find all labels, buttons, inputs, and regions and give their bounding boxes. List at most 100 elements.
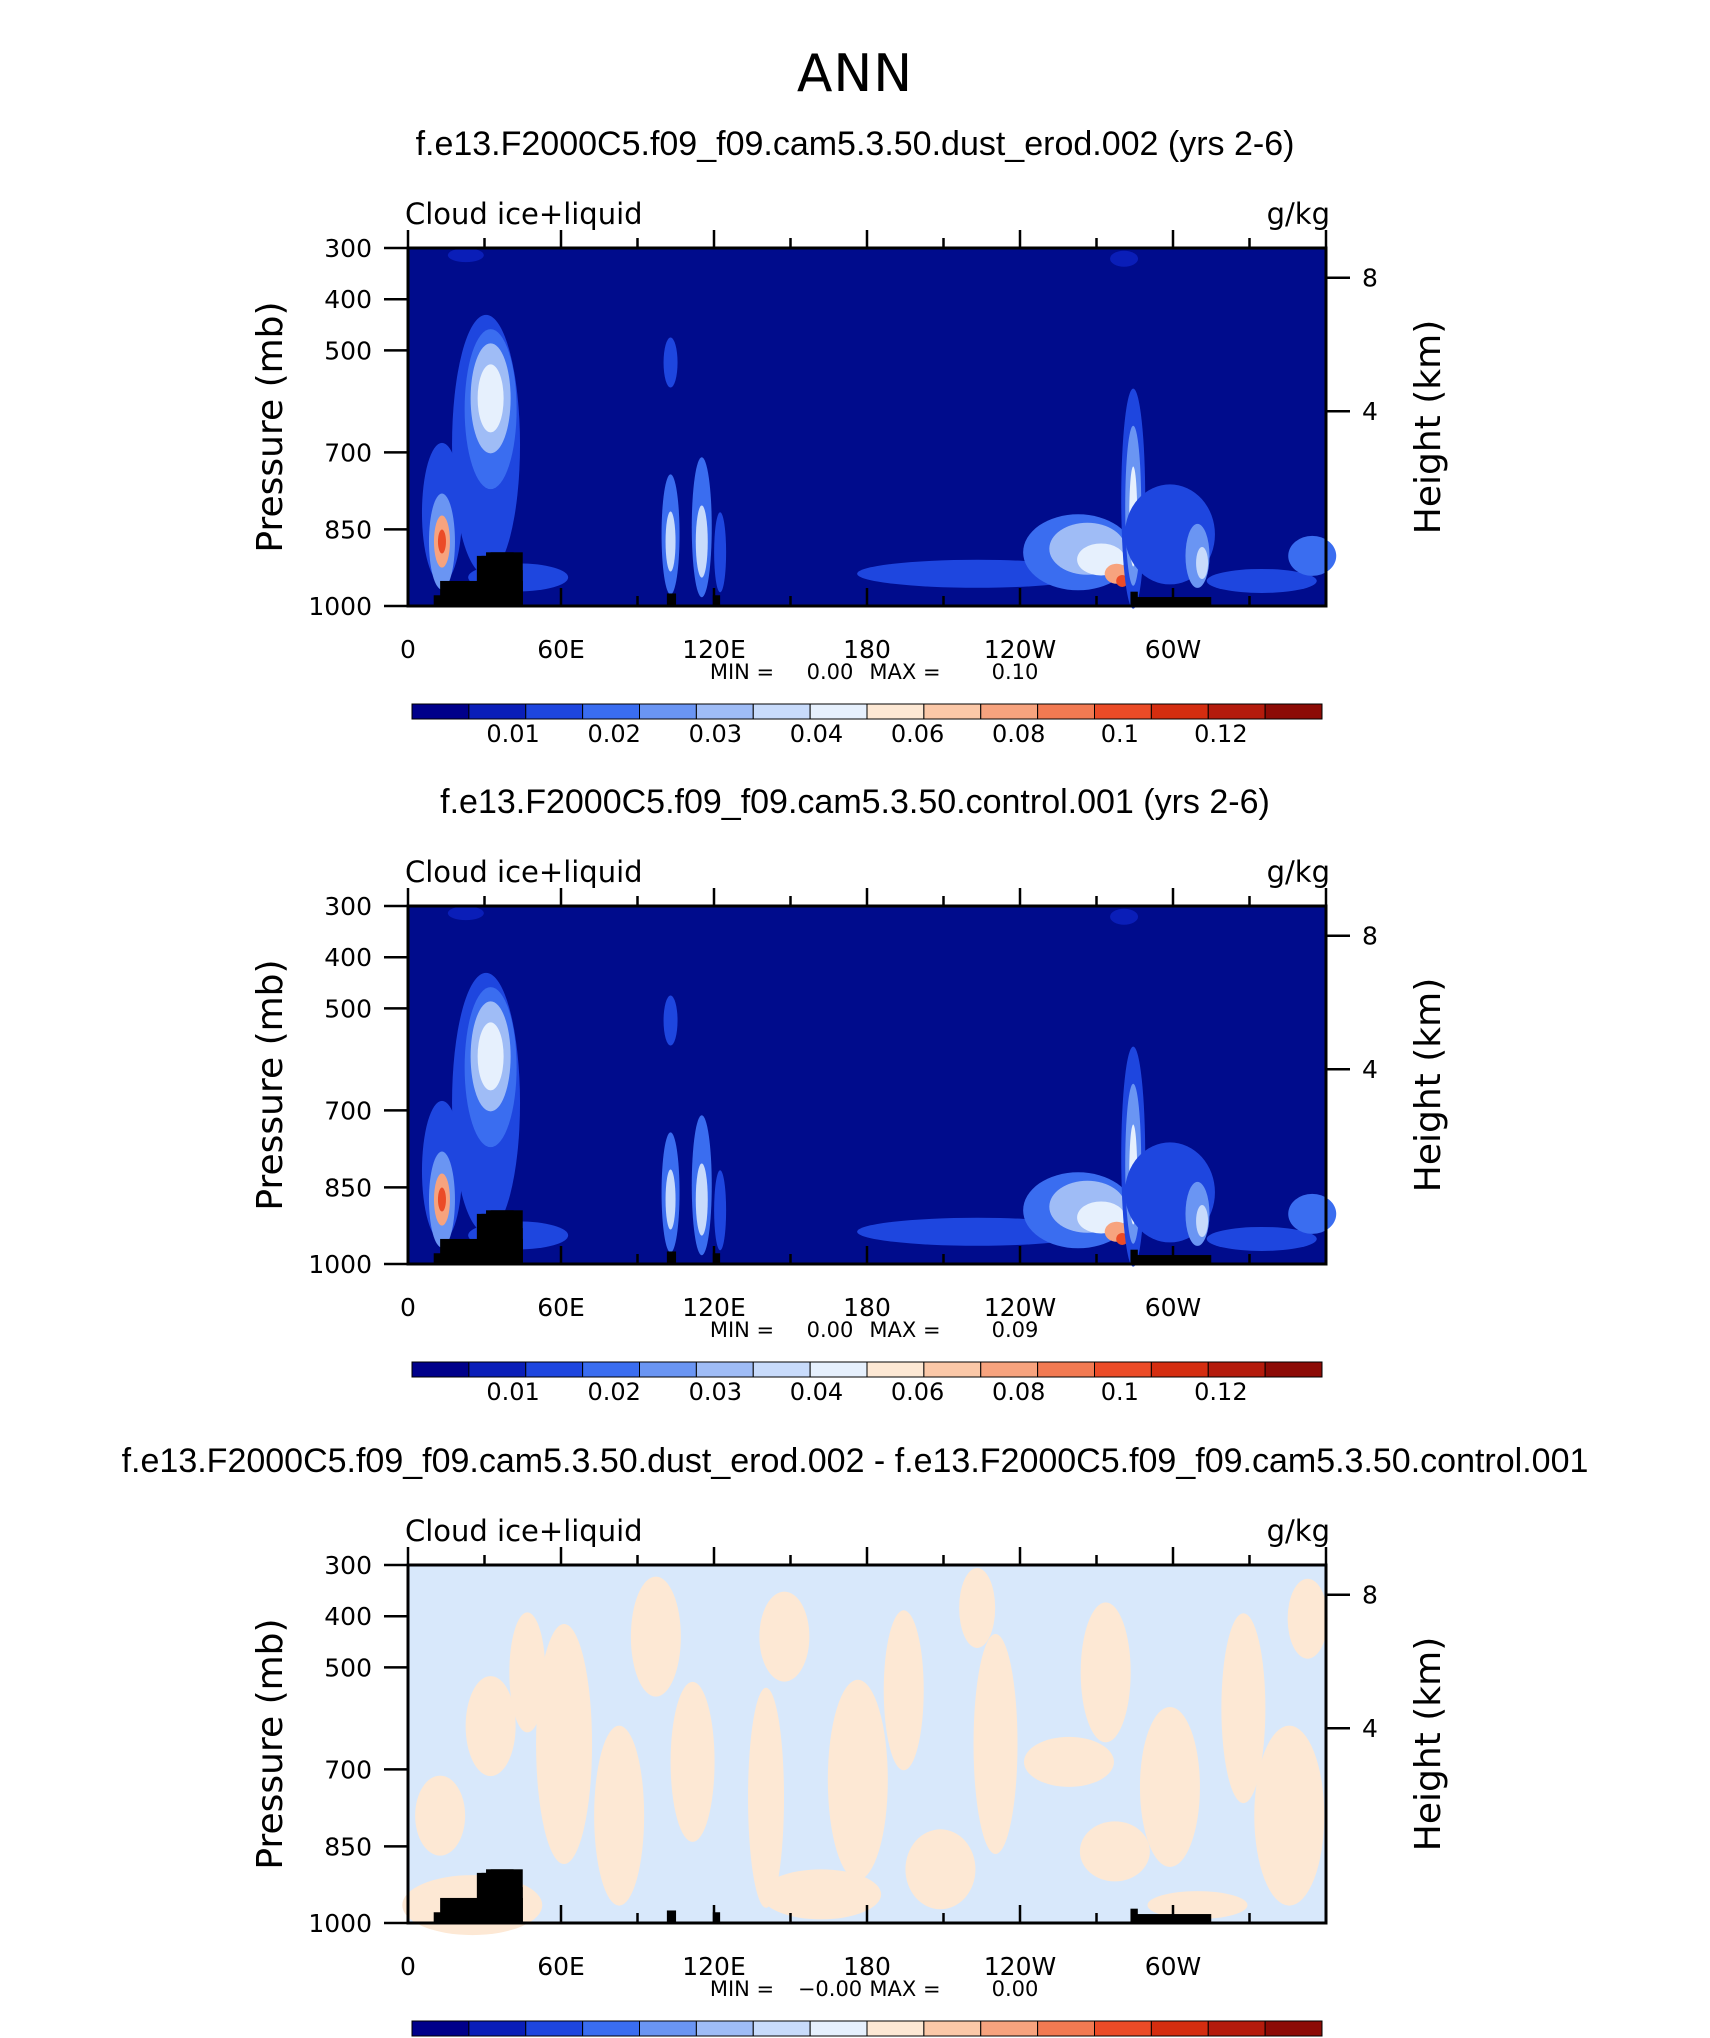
colorbar-label: 0.08	[992, 1378, 1045, 1406]
colorbar-swatch	[695, 703, 754, 720]
field-contour	[447, 248, 484, 263]
colorbar-swatch	[1094, 1361, 1152, 1378]
topography-mask	[666, 593, 677, 607]
colorbar-swatch	[1264, 2020, 1323, 2037]
colorbar-swatch	[980, 703, 1039, 720]
y-tick-label: 500	[324, 1653, 372, 1682]
colorbar-label: 0.06	[891, 1378, 944, 1406]
colorbar-label: 0.03	[689, 1378, 742, 1406]
colorbar-swatch	[809, 703, 868, 720]
colorbar-swatch	[695, 2020, 754, 2037]
field-contour	[437, 529, 446, 554]
colorbar-swatch	[411, 1361, 470, 1378]
x-tick-label: 120W	[984, 635, 1056, 664]
y-tick-label: 400	[324, 285, 372, 314]
colorbar-swatch	[1207, 703, 1266, 720]
colorbar-swatch	[1094, 703, 1152, 720]
colorbar-label: 0.1	[1101, 1378, 1139, 1406]
field-contour	[1288, 1193, 1337, 1234]
y-tick-label: 850	[324, 1173, 372, 1202]
max-label: MAX =	[869, 1977, 940, 2001]
x-tick-label: 120E	[682, 1293, 746, 1322]
field-contour	[1139, 1706, 1200, 1867]
y-tick-label: 1000	[308, 1250, 372, 1279]
max-value: 0.10	[992, 660, 1039, 684]
field-contour	[973, 1634, 1018, 1854]
y-tick-label: 500	[324, 994, 372, 1023]
variable-name: Cloud ice+liquid	[405, 855, 643, 889]
colorbar-label: 0.01	[486, 720, 539, 748]
units-label: g/kg	[1267, 855, 1330, 889]
colorbar-swatch	[752, 2020, 811, 2037]
y2-axis-label: Height (km)	[1408, 1637, 1449, 1851]
topography-mask	[666, 1251, 677, 1265]
field-contour	[477, 364, 504, 433]
x-tick-label: 60W	[1145, 1952, 1202, 1981]
colorbar-swatch	[582, 703, 640, 720]
x-tick-label: 60W	[1145, 635, 1202, 664]
y2-tick-label: 8	[1362, 1581, 1378, 1610]
panel-title: f.e13.F2000C5.f09_f09.cam5.3.50.dust_ero…	[416, 125, 1295, 163]
min-value: 0.00	[807, 1318, 854, 1342]
y-tick-label: 300	[324, 234, 372, 263]
colorbar-swatch	[1037, 1361, 1095, 1378]
colorbar-swatch	[1150, 2020, 1209, 2037]
panel-title: f.e13.F2000C5.f09_f09.cam5.3.50.dust_ero…	[122, 1442, 1589, 1480]
y-tick-label: 300	[324, 1551, 372, 1580]
x-tick-label: 120E	[682, 635, 746, 664]
min-label: MIN =	[710, 660, 774, 684]
colorbar-swatch	[1264, 703, 1323, 720]
x-tick-label: 60E	[537, 1293, 585, 1322]
y2-axis-label: Height (km)	[1408, 978, 1449, 1192]
colorbar-label: 0.06	[891, 720, 944, 748]
field-contour	[663, 337, 678, 388]
field-contour	[1110, 908, 1139, 925]
field-contour	[1287, 1578, 1328, 1659]
colorbar-swatch	[639, 703, 697, 720]
colorbar-label: 0.1	[1101, 720, 1139, 748]
field-contour	[714, 1170, 727, 1251]
y2-tick-label: 8	[1362, 922, 1378, 951]
field-contour	[748, 1687, 785, 1908]
y2-axis-label: Height (km)	[1408, 320, 1449, 534]
y-axis-label: Pressure (mb)	[250, 301, 291, 552]
field-contour	[714, 512, 727, 593]
field-contour	[1079, 1821, 1150, 1882]
colorbar-swatch	[525, 703, 584, 720]
max-value: 0.00	[992, 1977, 1039, 2001]
colorbar-swatch	[923, 2020, 982, 2037]
colorbar-swatch	[752, 703, 811, 720]
min-value: 0.00	[807, 660, 854, 684]
field-contour	[1254, 1725, 1325, 1906]
min-label: MIN =	[710, 1318, 774, 1342]
colorbar-label: 0.02	[588, 1378, 641, 1406]
y-tick-label: 400	[324, 1602, 372, 1631]
max-label: MAX =	[869, 660, 940, 684]
min-value: −0.00	[798, 1977, 862, 2001]
colorbar-label: 0.04	[790, 1378, 843, 1406]
colorbar-swatch	[980, 2020, 1039, 2037]
y-tick-label: 850	[324, 515, 372, 544]
field-contour	[759, 1591, 810, 1682]
units-label: g/kg	[1267, 1514, 1330, 1548]
y2-tick-label: 4	[1362, 397, 1378, 426]
colorbar-swatch	[411, 703, 470, 720]
colorbar-swatch	[866, 703, 925, 720]
topography-mask	[666, 1910, 677, 1924]
colorbar-swatch	[695, 1361, 754, 1378]
colorbar-swatch	[525, 2020, 584, 2037]
y2-tick-label: 4	[1362, 1055, 1378, 1084]
colorbar-swatch	[1264, 1361, 1323, 1378]
y-tick-label: 1000	[308, 1909, 372, 1938]
y-tick-label: 1000	[308, 592, 372, 621]
x-tick-label: 180	[843, 1293, 891, 1322]
field-contour	[663, 995, 678, 1046]
y-tick-label: 700	[324, 438, 372, 467]
colorbar-swatch	[809, 1361, 868, 1378]
colorbar-swatch	[582, 2020, 640, 2037]
x-tick-label: 180	[843, 635, 891, 664]
field-contour	[761, 1869, 882, 1920]
field-contour	[1023, 1736, 1114, 1787]
colorbar-swatch	[1207, 1361, 1266, 1378]
